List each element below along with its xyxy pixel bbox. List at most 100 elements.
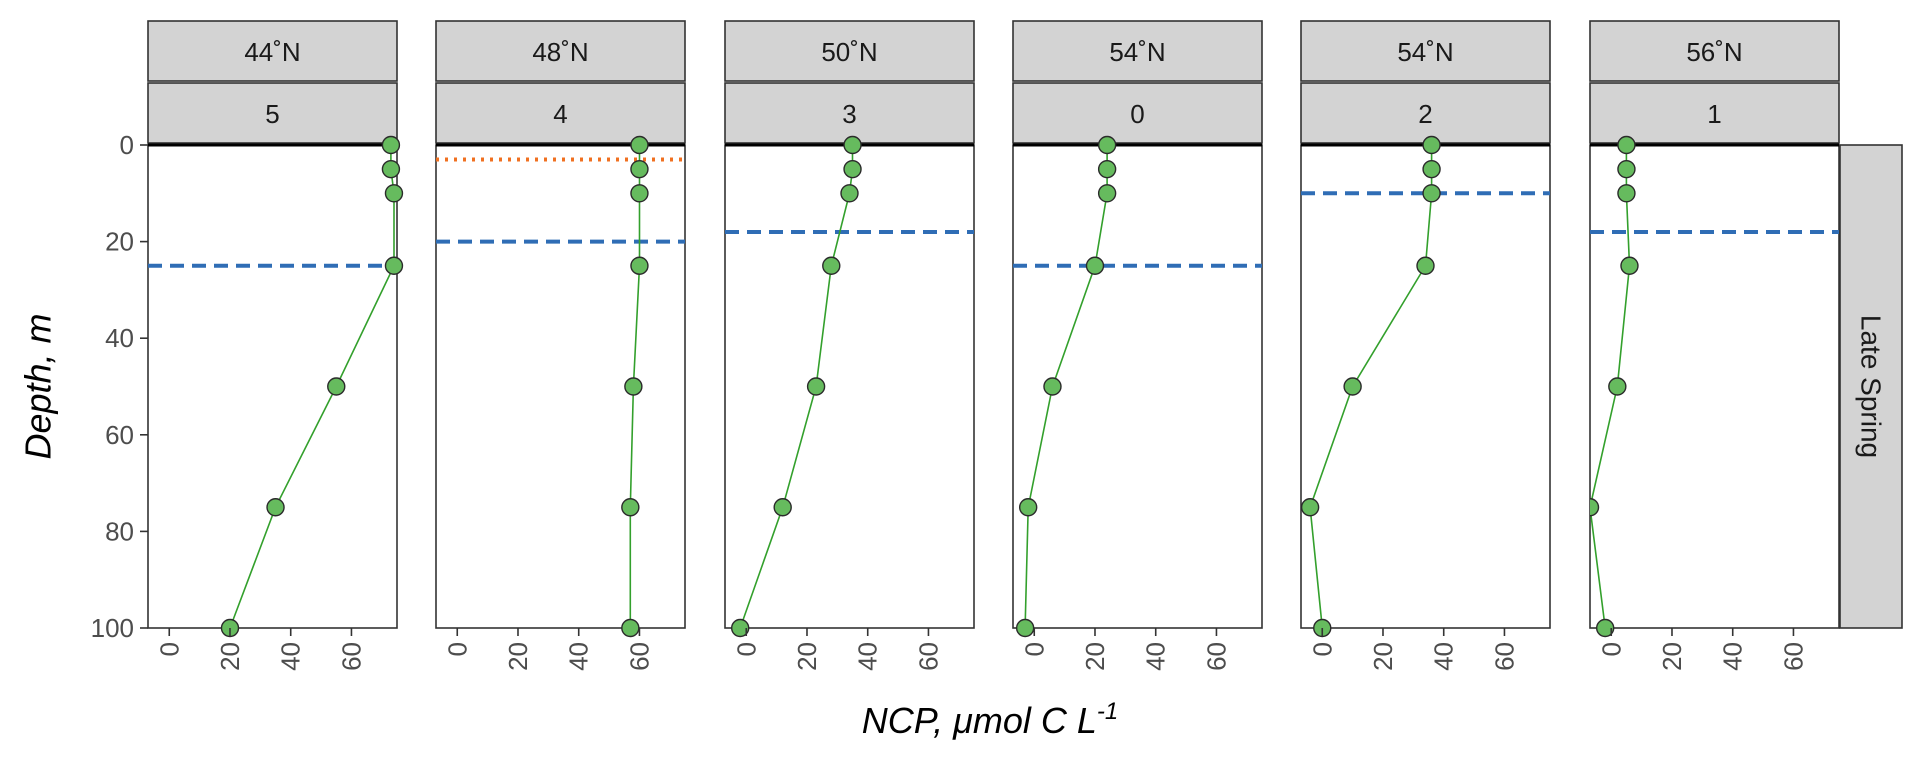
- panel-frame: [147, 144, 398, 629]
- panel-frame: [1589, 144, 1840, 629]
- panel-frame: [724, 144, 975, 629]
- y-tick-label: 20: [105, 227, 134, 257]
- x-tick-label: 60: [1778, 642, 1808, 671]
- latitude-strip: [147, 20, 398, 82]
- panel-data: [1013, 135, 1262, 638]
- x-axis-title-superscript: -1: [1097, 698, 1118, 725]
- x-tick-label: 60: [913, 642, 943, 671]
- x-tick-label: 20: [215, 642, 245, 671]
- x-tick-label: 60: [336, 642, 366, 671]
- latitude-strip-label: 54˚N: [1109, 37, 1165, 67]
- x-tick-label: 0: [442, 642, 472, 656]
- x-tick-label: 40: [1718, 642, 1748, 671]
- x-tick-label: 40: [276, 642, 306, 671]
- data-point: [1422, 135, 1441, 155]
- data-point: [630, 135, 649, 155]
- y-tick-label: 0: [120, 130, 134, 160]
- data-point: [822, 256, 841, 275]
- data-point: [384, 184, 404, 203]
- station-strip: [1300, 82, 1551, 144]
- station-strip-label: 4: [553, 99, 567, 129]
- latitude-strip: [435, 20, 686, 82]
- data-point: [1422, 159, 1441, 179]
- data-point: [381, 159, 401, 179]
- data-point: [384, 256, 404, 275]
- data-point: [1018, 498, 1038, 517]
- x-tick-label: 20: [1368, 642, 1398, 671]
- data-point: [624, 377, 643, 396]
- data-point: [1343, 377, 1362, 396]
- y-tick-label: 60: [105, 420, 134, 450]
- data-point: [1416, 256, 1435, 275]
- row-strip-background: [1839, 144, 1903, 629]
- x-tick-label: 0: [1019, 642, 1049, 656]
- x-tick-label: 40: [1429, 642, 1459, 671]
- data-point: [1015, 618, 1035, 638]
- station-strip-label: 1: [1707, 99, 1721, 129]
- data-point: [1617, 159, 1636, 179]
- latitude-strip: [1589, 20, 1840, 82]
- panel-frame: [435, 144, 686, 629]
- data-point: [381, 135, 401, 155]
- row-strip-label: Late Spring: [1856, 315, 1887, 458]
- data-point: [621, 618, 640, 638]
- x-tick-label: 0: [731, 642, 761, 656]
- data-point: [1620, 256, 1639, 275]
- x-tick-label: 0: [154, 642, 184, 656]
- data-point: [327, 377, 346, 396]
- x-tick-label: 20: [1080, 642, 1110, 671]
- station-strip-label: 0: [1130, 99, 1144, 129]
- y-axis: 0 20 40 60 80 100: [91, 130, 148, 643]
- facet-panel-6: 56˚N 1 0 20 40 60: [1589, 20, 1840, 671]
- y-tick-label: 80: [105, 516, 134, 546]
- y-axis-title: Depth, m: [18, 313, 59, 459]
- data-point: [1590, 498, 1600, 517]
- x-tick-label: 20: [503, 642, 533, 671]
- panel-data: [148, 135, 404, 638]
- data-point: [630, 184, 649, 203]
- data-point: [843, 135, 862, 155]
- station-strip: [435, 82, 686, 144]
- station-strip: [147, 82, 398, 144]
- latitude-strip-label: 50˚N: [821, 37, 877, 67]
- data-point: [1301, 498, 1320, 517]
- x-tick-label: 20: [1657, 642, 1687, 671]
- latitude-strip: [1300, 20, 1551, 82]
- panel-frame: [1300, 144, 1551, 629]
- data-point: [1097, 184, 1117, 203]
- data-point: [773, 498, 792, 517]
- facet-panel-2: 48˚N40 20 40 60: [435, 20, 686, 671]
- x-tick-label: 40: [1141, 642, 1171, 671]
- data-point: [843, 159, 862, 179]
- latitude-strip-label: 56˚N: [1686, 37, 1742, 67]
- data-point: [1617, 184, 1636, 203]
- data-point: [1085, 256, 1105, 275]
- x-axis-title-main: NCP, μmol C L: [862, 700, 1097, 741]
- x-tick-label: 60: [1201, 642, 1231, 671]
- data-point: [1608, 377, 1627, 396]
- data-point: [1617, 135, 1636, 155]
- data-point: [1097, 159, 1117, 179]
- facet-panel-4: 54˚N 0 0 20 40 60: [1012, 20, 1263, 671]
- station-strip: [724, 82, 975, 144]
- data-point: [266, 498, 285, 517]
- latitude-strip-label: 54˚N: [1397, 37, 1453, 67]
- y-tick-label: 100: [91, 613, 134, 643]
- latitude-strip-label: 44˚N: [244, 37, 300, 67]
- x-tick-label: 40: [564, 642, 594, 671]
- row-strip: Late Spring: [1839, 144, 1903, 629]
- data-point: [1422, 184, 1441, 203]
- data-point: [630, 159, 649, 179]
- x-axis-title: NCP, μmol C L-1: [862, 698, 1118, 741]
- facet-panel-1: 44˚N 5 0 20 40 60: [147, 20, 404, 671]
- x-tick-label: 40: [853, 642, 883, 671]
- latitude-strip: [724, 20, 975, 82]
- panel-data: [1590, 135, 1839, 638]
- x-tick-label: 60: [624, 642, 654, 671]
- latitude-strip: [1012, 20, 1263, 82]
- x-tick-label: 0: [1596, 642, 1626, 656]
- x-tick-label: 60: [1489, 642, 1519, 671]
